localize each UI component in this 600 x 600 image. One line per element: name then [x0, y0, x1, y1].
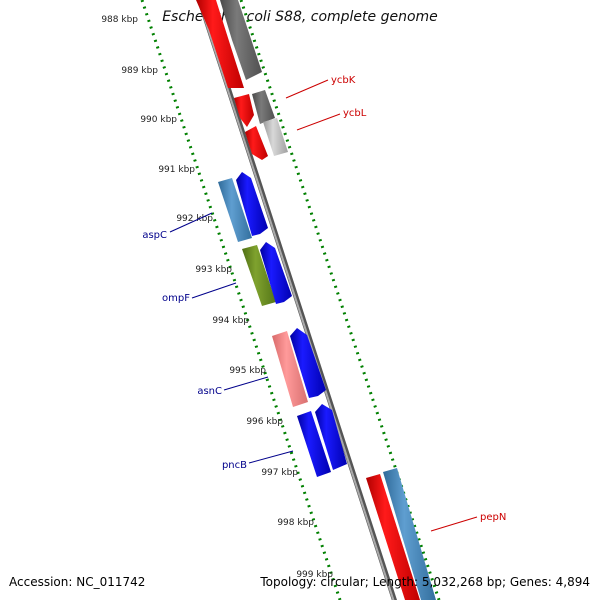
- kbp-label: 995 kbp: [229, 366, 266, 376]
- kbp-label: 988 kbp: [101, 15, 138, 25]
- cds-feature: [366, 474, 420, 600]
- accession-text: Accession: NC_011742: [9, 575, 146, 589]
- cds-feature: [290, 328, 326, 398]
- kbp-label: 992 kbp: [176, 214, 213, 224]
- svg-text:asnC: asnC: [197, 386, 222, 397]
- gene-label-ycbL: ycbL: [296, 108, 367, 131]
- kbp-label: 997 kbp: [261, 468, 298, 478]
- scale-labels: 988 kbp 989 kbp 990 kbp 991 kbp 992 kbp …: [101, 15, 333, 580]
- scale-line-left: [140, 0, 342, 600]
- gene-label-asnC: asnC: [197, 376, 269, 397]
- svg-text:pepN: pepN: [480, 512, 506, 523]
- cds-feature: [260, 242, 292, 304]
- kbp-label: 999 kbp: [296, 570, 333, 580]
- cds-feature: [263, 118, 288, 156]
- gene-label-pepN: pepN: [430, 512, 506, 532]
- cds-feature: [218, 178, 252, 242]
- genome-backbone: [196, 0, 398, 600]
- kbp-label: 989 kbp: [121, 66, 158, 76]
- cds-feature: [196, 0, 244, 88]
- genome-summary-text: Topology: circular; Length: 5,032,268 bp…: [260, 575, 590, 589]
- gene-label-aspC: aspC: [142, 212, 213, 241]
- cds-feature: [245, 126, 268, 160]
- cds-feature: [297, 411, 331, 477]
- svg-text:aspC: aspC: [142, 230, 167, 241]
- svg-text:pncB: pncB: [222, 460, 247, 471]
- kbp-label: 991 kbp: [158, 165, 195, 175]
- kbp-label: 996 kbp: [246, 417, 283, 427]
- svg-text:ycbK: ycbK: [331, 75, 356, 86]
- cds-feature: [236, 172, 268, 236]
- svg-text:ycbL: ycbL: [343, 108, 367, 119]
- cds-feature: [272, 331, 308, 407]
- gene-label-ycbK: ycbK: [285, 75, 356, 99]
- features: [196, 0, 436, 600]
- gene-label-ompF: ompF: [162, 282, 237, 304]
- cds-feature: [383, 468, 436, 600]
- gene-label-pncB: pncB: [222, 450, 294, 471]
- kbp-label: 993 kbp: [195, 265, 232, 275]
- cds-feature: [315, 404, 347, 470]
- kbp-label: 990 kbp: [140, 115, 177, 125]
- cds-feature: [242, 245, 276, 306]
- kbp-label: 994 kbp: [212, 316, 249, 326]
- svg-text:ompF: ompF: [162, 293, 190, 304]
- cds-feature: [220, 0, 262, 80]
- cds-feature: [252, 90, 275, 124]
- kbp-label: 998 kbp: [277, 518, 314, 528]
- cds-feature: [234, 94, 254, 127]
